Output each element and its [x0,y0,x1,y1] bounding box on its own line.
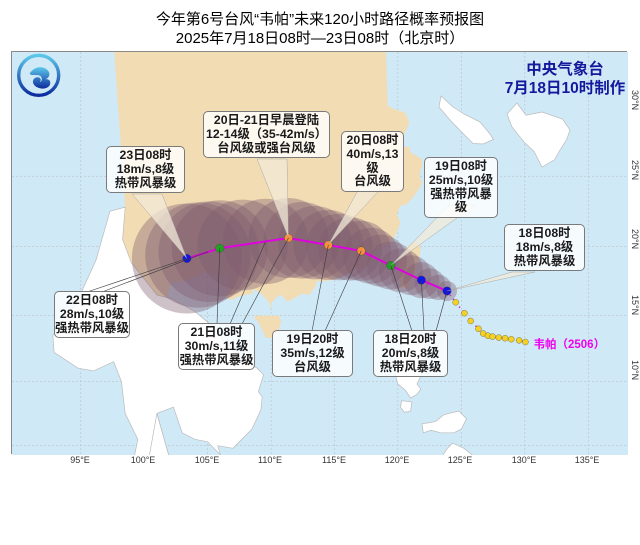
svg-text:韦帕（2506）: 韦帕（2506） [534,337,606,351]
